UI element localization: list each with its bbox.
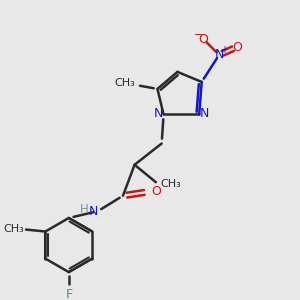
Text: +: + (220, 45, 228, 55)
Text: CH₃: CH₃ (114, 78, 135, 88)
Text: N: N (154, 107, 164, 120)
Text: −: − (194, 29, 203, 40)
Text: CH₃: CH₃ (160, 179, 181, 189)
Text: O: O (199, 33, 208, 46)
Text: H: H (80, 203, 89, 216)
Text: N: N (88, 205, 98, 218)
Text: F: F (65, 288, 72, 300)
Text: N: N (214, 48, 224, 62)
Text: O: O (232, 40, 242, 54)
Text: N: N (199, 107, 209, 120)
Text: CH₃: CH₃ (3, 224, 24, 234)
Text: O: O (151, 185, 161, 198)
